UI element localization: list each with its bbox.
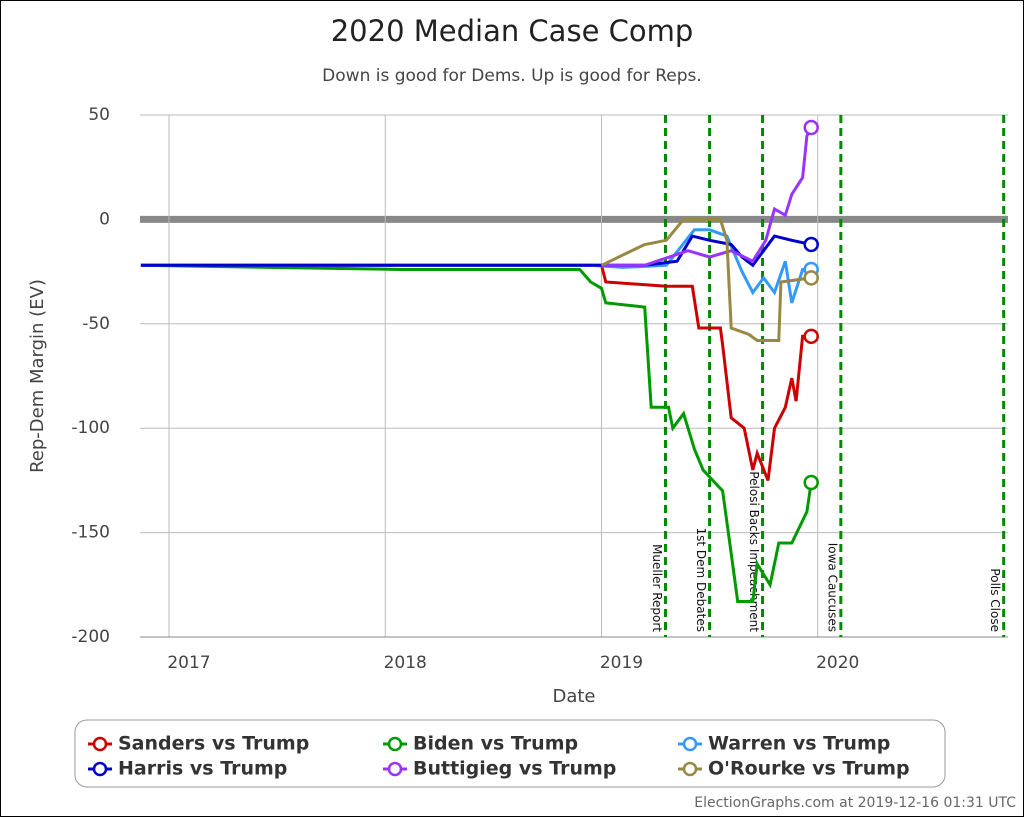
series-line [140,234,812,268]
y-axis-label: Rep-Dem Margin (EV) [27,279,48,473]
y-tick-label: -150 [71,523,110,543]
legend-label: Biden vs Trump [413,733,578,755]
y-tick-label: 50 [88,105,110,125]
chart-title: 2020 Median Case Comp [331,14,694,48]
event-label: Iowa Caucuses [825,543,839,632]
event-label: 1st Dem Debates [694,528,708,632]
end-marker [803,119,819,136]
event-label: Pelosi Backs Impeachment [747,471,761,632]
x-axis-label: Date [552,686,595,707]
x-tick-label: 2017 [167,653,210,673]
y-tick-label: -200 [71,627,110,647]
end-marker [803,236,819,253]
footer: ElectionGraphs.com at 2019-12-16 01:31 U… [694,795,1016,811]
x-tick-label: 2019 [600,653,643,673]
y-tick-label: -100 [71,418,110,438]
chart-subtitle: Down is good for Dems. Up is good for Re… [322,66,702,86]
legend-label: Warren vs Trump [708,733,890,755]
legend-label: O'Rourke vs Trump [708,758,910,780]
x-tick-label: 2018 [384,653,427,673]
legend-label: Sanders vs Trump [118,733,309,755]
event-label: Mueller Report [650,544,664,632]
legend-box [74,719,946,788]
legend-marker [682,761,698,777]
series-line [140,263,812,481]
end-marker [803,474,819,491]
x-tick-label: 2020 [816,653,859,673]
series-line [600,217,812,342]
y-tick-label: 0 [99,209,110,229]
y-tick-label: -50 [82,314,110,334]
legend-marker [387,736,403,752]
legend-marker [92,736,108,752]
series-line [140,263,813,603]
legend-marker [387,761,403,777]
legend-marker [92,761,108,777]
event-label: Polls Close [988,568,1002,632]
series-line [601,126,813,267]
legend-marker [682,736,698,752]
legend-label: Harris vs Trump [118,758,287,780]
end-marker [803,270,819,286]
legend-label: Buttigieg vs Trump [413,758,616,780]
end-marker [803,328,819,345]
